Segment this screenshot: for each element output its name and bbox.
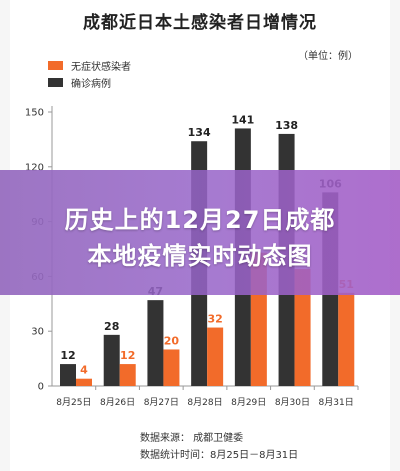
- legend-item-asymptomatic: 无症状感染者: [48, 57, 131, 74]
- title-overlay-banner: 历史上的12月27日成都 本地疫情实时动态图: [0, 170, 400, 295]
- data-label-confirmed: 134: [188, 126, 211, 139]
- data-label-confirmed: 12: [60, 349, 75, 362]
- x-tick-label: 8月26日: [100, 397, 135, 408]
- legend: 无症状感染者 确诊病例: [48, 57, 131, 91]
- data-label-confirmed: 138: [275, 119, 298, 132]
- data-label-asymptomatic: 20: [164, 334, 180, 347]
- bar-asymptomatic: [119, 364, 136, 386]
- y-tick-label: 150: [25, 108, 44, 119]
- y-tick-label: 120: [25, 162, 44, 173]
- bar-asymptomatic: [338, 292, 355, 386]
- x-tick-label: 8月29日: [231, 397, 266, 408]
- legend-label-asymptomatic: 无症状感染者: [71, 62, 131, 73]
- x-tick-label: 8月25日: [56, 397, 91, 408]
- overlay-line-2: 本地疫情实时动态图: [87, 242, 313, 270]
- data-label-asymptomatic: 12: [120, 349, 135, 362]
- bar-asymptomatic: [76, 378, 92, 386]
- bar-asymptomatic: [294, 269, 311, 386]
- bar-asymptomatic: [207, 327, 224, 386]
- chart-title: 成都近日本土感染者日增情况: [83, 13, 317, 33]
- bar-asymptomatic: [163, 349, 180, 386]
- y-tick-label: 0: [38, 382, 44, 393]
- x-tick-label: 8月31日: [319, 397, 354, 408]
- x-tick-label: 8月27日: [144, 397, 179, 408]
- x-tick-label: 8月30日: [275, 397, 310, 408]
- data-label-asymptomatic: 32: [207, 313, 222, 326]
- unit-label: （单位：例）: [298, 51, 358, 62]
- y-tick-label: 30: [31, 327, 44, 338]
- bar-confirmed: [147, 300, 164, 386]
- x-tick-label: 8月28日: [187, 397, 222, 408]
- legend-item-confirmed: 确诊病例: [48, 74, 131, 91]
- legend-label-confirmed: 确诊病例: [71, 79, 111, 90]
- legend-swatch-asymptomatic: [48, 61, 63, 70]
- data-label-confirmed: 28: [104, 320, 119, 333]
- footer-source: 数据来源： 成都卫健委: [140, 433, 244, 444]
- data-label-asymptomatic: 4: [80, 364, 88, 377]
- bar-confirmed: [60, 364, 76, 386]
- footer-period: 数据统计时间：8月25日－8月31日: [140, 450, 299, 461]
- legend-swatch-confirmed: [48, 78, 63, 87]
- bar-confirmed: [103, 334, 120, 386]
- overlay-line-1: 历史上的12月27日成都: [64, 206, 336, 234]
- data-label-confirmed: 141: [231, 113, 254, 126]
